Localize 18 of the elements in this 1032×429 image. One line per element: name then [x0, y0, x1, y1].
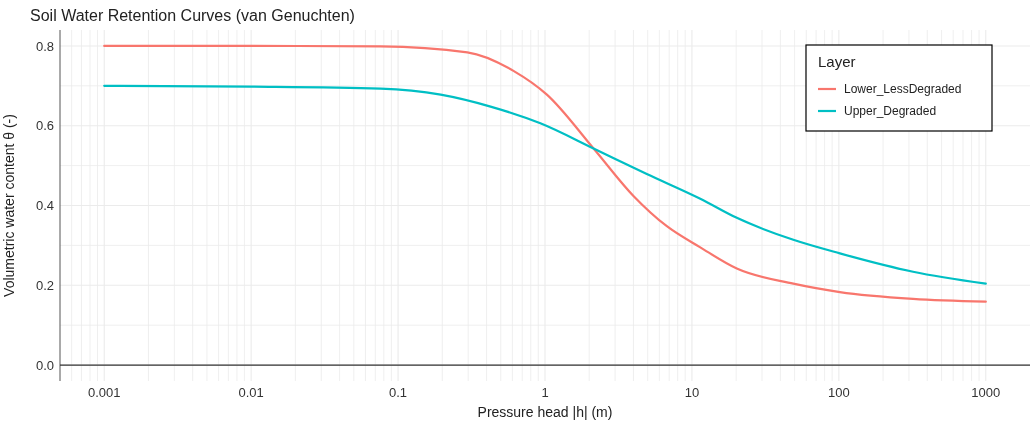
x-tick-label: 1 — [541, 385, 549, 400]
legend-label: Upper_Degraded — [844, 104, 937, 119]
x-tick-label: 10 — [684, 385, 700, 400]
y-tick-label: 0.6 — [35, 118, 54, 134]
legend-title: Layer — [818, 53, 856, 70]
y-tick-label: 0.8 — [35, 38, 54, 54]
x-tick-label: 1000 — [971, 385, 1001, 400]
chart-title: Soil Water Retention Curves (van Genuchten) — [30, 7, 355, 24]
x-tick-label: 0.001 — [87, 385, 121, 400]
y-tick-label: 0.0 — [35, 357, 54, 373]
x-tick-label: 100 — [828, 385, 850, 400]
x-tick-label: 0.01 — [238, 385, 264, 400]
x-axis-title: Pressure head |h| (m) — [477, 404, 613, 420]
legend-label: Lower_LessDegraded — [844, 82, 962, 97]
x-tick-label: 0.1 — [389, 385, 408, 400]
y-tick-label: 0.4 — [35, 198, 54, 214]
y-axis-title: Volumetric water content θ (-) — [1, 114, 17, 297]
y-tick-label: 0.2 — [35, 277, 54, 293]
